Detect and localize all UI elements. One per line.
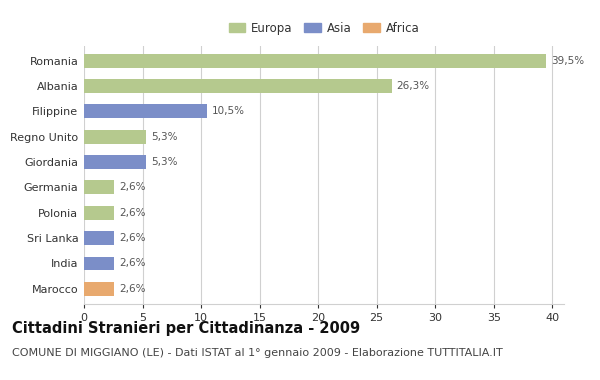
Bar [84, 130, 146, 144]
Bar [84, 79, 392, 93]
Text: 2,6%: 2,6% [119, 233, 146, 243]
Text: 2,6%: 2,6% [119, 208, 146, 218]
Bar [84, 256, 115, 271]
Bar [84, 54, 547, 68]
Text: 5,3%: 5,3% [151, 157, 177, 167]
Text: COMUNE DI MIGGIANO (LE) - Dati ISTAT al 1° gennaio 2009 - Elaborazione TUTTITALI: COMUNE DI MIGGIANO (LE) - Dati ISTAT al … [12, 348, 503, 358]
Text: Cittadini Stranieri per Cittadinanza - 2009: Cittadini Stranieri per Cittadinanza - 2… [12, 321, 360, 336]
Text: 10,5%: 10,5% [212, 106, 245, 116]
Legend: Europa, Asia, Africa: Europa, Asia, Africa [229, 22, 419, 35]
Text: 2,6%: 2,6% [119, 258, 146, 268]
Text: 39,5%: 39,5% [551, 56, 584, 66]
Bar [84, 282, 115, 296]
Text: 2,6%: 2,6% [119, 284, 146, 294]
Bar [84, 206, 115, 220]
Text: 2,6%: 2,6% [119, 182, 146, 192]
Bar [84, 155, 146, 169]
Bar [84, 180, 115, 195]
Bar [84, 231, 115, 245]
Bar [84, 105, 207, 119]
Text: 5,3%: 5,3% [151, 132, 177, 142]
Text: 26,3%: 26,3% [397, 81, 430, 91]
